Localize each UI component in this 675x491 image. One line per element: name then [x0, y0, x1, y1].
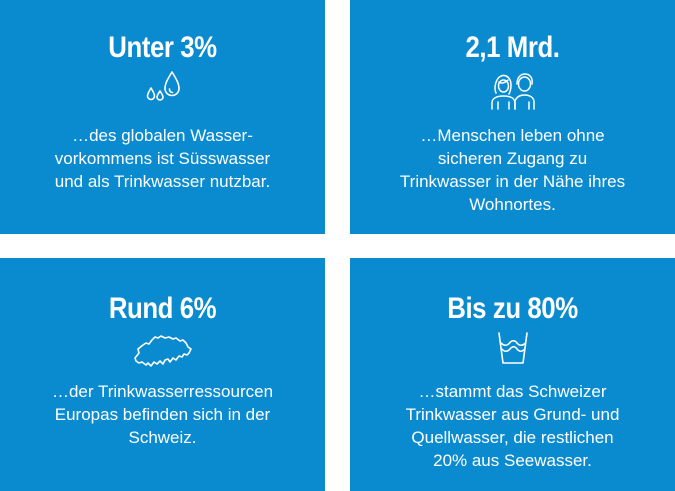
water-glass-icon — [496, 331, 530, 365]
stat-headline: 2,1 Mrd. — [465, 31, 560, 64]
stat-tile-freshwater: Unter 3% …des globalen Wasser- vorkommen… — [0, 0, 325, 234]
stat-tile-europe: Rund 6% …der Trinkwasserressourcen Europ… — [0, 258, 325, 491]
stat-description: …des globalen Wasser- vorkommens ist Süs… — [54, 126, 271, 191]
stat-tile-groundwater: Bis zu 80% …stammt das Schweizer Trinkwa… — [350, 258, 675, 491]
people-icon — [489, 71, 537, 111]
stat-headline: Rund 6% — [108, 292, 217, 325]
stat-tile-access: 2,1 Mrd. …Menschen leben ohne sicheren Z… — [350, 0, 675, 234]
stat-description: …Menschen leben ohne sicheren Zugang zu … — [399, 126, 626, 214]
switzerland-map-icon — [133, 333, 193, 369]
stat-headline: Unter 3% — [108, 31, 217, 64]
stat-description: …der Trinkwasserressourcen Europas befin… — [51, 382, 274, 447]
water-drops-icon — [144, 70, 182, 102]
stat-description: …stammt das Schweizer Trinkwasser aus Gr… — [405, 382, 620, 470]
stat-headline: Bis zu 80% — [447, 292, 578, 325]
